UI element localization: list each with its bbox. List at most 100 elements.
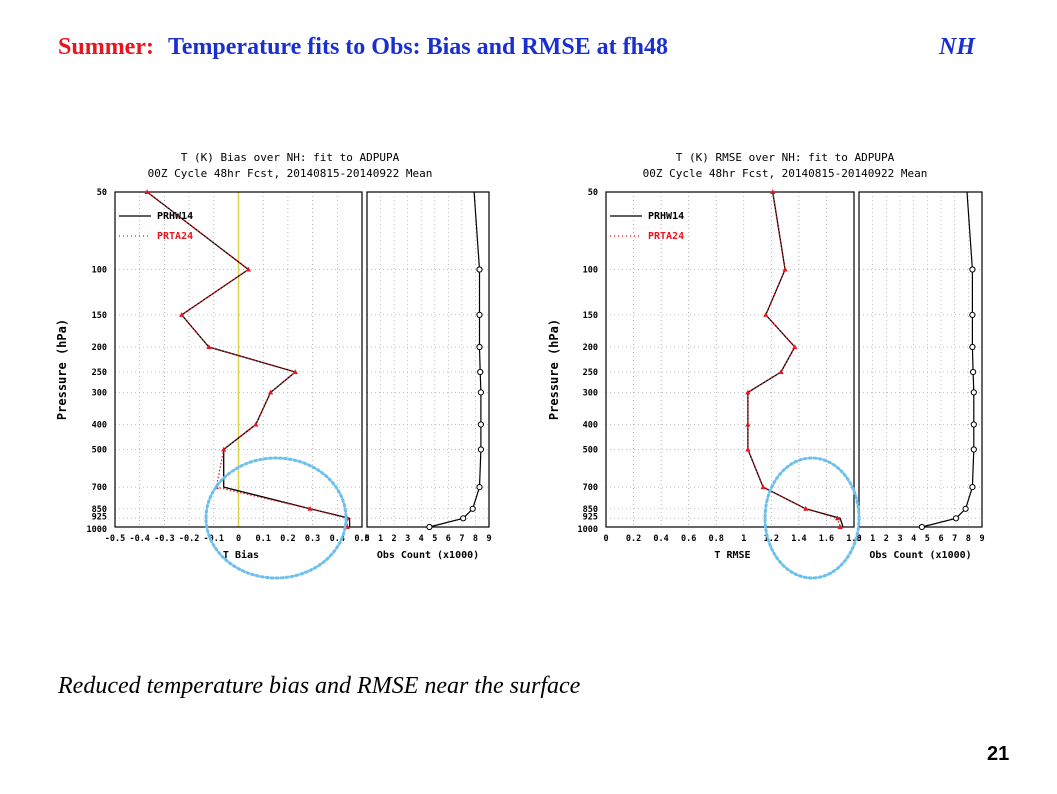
legend-label-prhw14: PRHW14: [157, 211, 193, 222]
obs-count-point: [460, 515, 467, 522]
series-point-prta24: [144, 189, 150, 194]
x-tick-label: -0.1: [204, 534, 224, 544]
series-point-prta24: [760, 484, 766, 490]
y-tick-label: 150: [583, 311, 598, 321]
highlight-circle: [763, 456, 861, 580]
obs-count-point: [970, 446, 977, 453]
obs-tick-label: 8: [473, 534, 478, 544]
x-tick-label: 0: [236, 534, 241, 544]
obs-count-point: [469, 505, 476, 512]
y-tick-label: 300: [583, 388, 598, 398]
obs-tick-label: 7: [459, 534, 464, 544]
y-tick-label: 500: [583, 445, 598, 455]
chart-title: T (K) Bias over NH: fit to ADPUPA: [181, 151, 400, 164]
obs-count-point: [477, 421, 484, 428]
obs-axis-label: Obs Count (x1000): [869, 550, 971, 561]
series-point-prta24: [770, 189, 776, 194]
obs-count-point: [477, 389, 484, 396]
y-tick-label: 925: [583, 512, 598, 522]
x-tick-label: 1.4: [791, 534, 806, 544]
obs-count-point: [970, 368, 977, 376]
y-tick-label: 100: [583, 266, 598, 276]
obs-tick-label: 6: [938, 534, 943, 544]
title-region: NH: [939, 34, 975, 60]
series-line-prta24: [146, 191, 348, 527]
y-tick-label: 850: [583, 505, 598, 515]
obs-tick-label: 1: [870, 534, 875, 544]
y-tick-label: 50: [588, 188, 598, 198]
obs-tick-label: 5: [432, 534, 437, 544]
obs-axis-label: Obs Count (x1000): [377, 550, 479, 561]
obs-tick-label: 9: [979, 534, 984, 544]
y-axis-label: Pressure (hPa): [55, 319, 69, 420]
series-point-prta24: [292, 369, 298, 374]
highlight-circle: [204, 456, 348, 580]
plot-frame: [114, 191, 363, 528]
y-tick-label: 700: [583, 483, 598, 493]
x-tick-label: 0.4: [653, 534, 668, 544]
obs-count-point: [969, 343, 976, 351]
obs-tick-label: 2: [884, 534, 889, 544]
obs-count-point: [426, 523, 433, 531]
x-tick-label: 1: [741, 534, 746, 544]
obs-tick-label: 0: [856, 534, 861, 544]
x-tick-label: -0.4: [129, 534, 149, 544]
x-tick-label: 0.2: [280, 534, 295, 544]
x-tick-label: 0.5: [354, 534, 369, 544]
y-tick-label: 250: [583, 368, 598, 378]
y-tick-label: 850: [92, 505, 107, 515]
x-tick-label: 0.2: [626, 534, 641, 544]
series-point-prta24: [763, 312, 769, 317]
chart-panel-rmse: T (K) RMSE over NH: fit to ADPUPA 00Z Cyc…: [547, 151, 985, 580]
x-tick-label: 1.8: [846, 534, 861, 544]
obs-tick-label: 4: [911, 534, 916, 544]
y-tick-label: 300: [92, 388, 107, 398]
x-tick-label: -0.5: [105, 534, 125, 544]
title-main: Temperature fits to Obs: Bias and RMSE a…: [167, 34, 669, 60]
x-tick-label: 0.3: [305, 534, 320, 544]
series-point-prta24: [803, 506, 809, 511]
obs-tick-label: 4: [419, 534, 424, 544]
obs-count-line: [429, 191, 482, 528]
series-point-prta24: [745, 421, 751, 427]
obs-tick-label: 6: [446, 534, 451, 544]
obs-tick-label: 0: [364, 534, 369, 544]
series-point-prta24: [245, 266, 251, 272]
x-tick-label: 1.2: [764, 534, 779, 544]
obs-tick-label: 9: [486, 534, 491, 544]
obs-count-point: [970, 421, 977, 428]
obs-tick-label: 5: [925, 534, 930, 544]
y-tick-label: 200: [583, 343, 598, 353]
obs-count-point: [970, 389, 977, 396]
obs-tick-label: 3: [405, 534, 410, 544]
obs-count-point: [962, 505, 969, 512]
series-line-prhw14: [747, 191, 844, 528]
x-axis-label: T RMSE: [714, 550, 750, 561]
y-tick-label: 400: [583, 421, 598, 431]
obs-count-point: [969, 311, 976, 318]
obs-count-point: [952, 515, 960, 522]
series-point-prta24: [782, 266, 788, 272]
x-tick-label: -0.3: [154, 534, 174, 544]
obs-count-point: [477, 368, 484, 376]
obs-tick-label: 2: [392, 534, 397, 544]
series-point-prta24: [221, 446, 227, 452]
chart-panel-bias: T (K) Bias over NH: fit to ADPUPA 00Z Cyc…: [55, 151, 492, 580]
obs-tick-label: 7: [952, 534, 957, 544]
series-point-prta24: [745, 389, 751, 395]
title-season: Summer:: [58, 34, 154, 60]
series-point-prta24: [307, 506, 313, 511]
series-point-prta24: [778, 369, 784, 374]
y-tick-label: 700: [92, 483, 107, 493]
y-tick-label: 200: [92, 343, 107, 353]
chart-subtitle: 00Z Cycle 48hr Fcst, 20140815-20140922 M…: [643, 167, 928, 180]
obs-count-point: [476, 343, 483, 351]
obs-count-point: [969, 266, 976, 273]
x-tick-label: 1.6: [819, 534, 834, 544]
y-axis-label: Pressure (hPa): [547, 319, 561, 420]
y-tick-label: 250: [92, 368, 107, 378]
series-point-prta24: [253, 421, 259, 427]
x-tick-label: 0.4: [330, 534, 345, 544]
x-axis-label: T Bias: [223, 549, 259, 561]
obs-frame: [366, 191, 490, 528]
